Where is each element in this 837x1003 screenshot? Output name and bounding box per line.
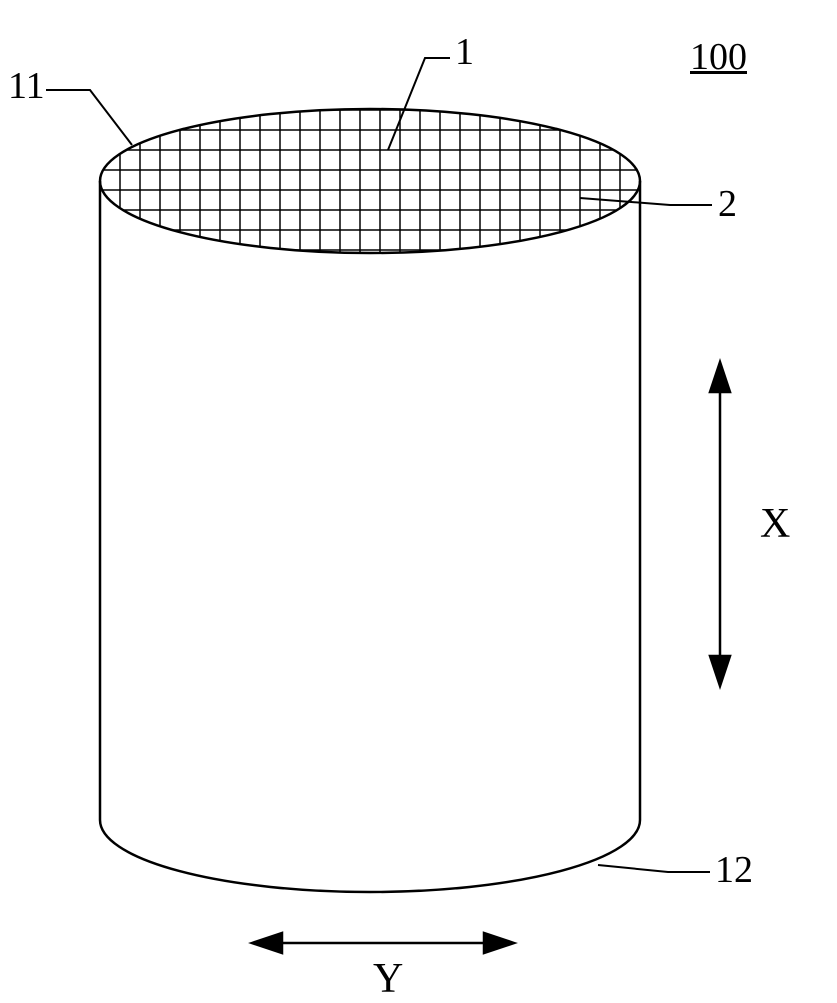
arrow-x (710, 362, 730, 686)
leader-12 (598, 865, 710, 872)
label-11: 11 (8, 64, 45, 108)
label-2: 2 (718, 182, 737, 226)
ref-100: 100 (690, 35, 747, 79)
label-y: Y (373, 955, 403, 1003)
label-12: 12 (715, 848, 753, 892)
label-1: 1 (455, 30, 474, 74)
arrow-y (252, 933, 514, 953)
honeycomb-grid (90, 100, 650, 260)
leader-11 (46, 90, 132, 145)
bottom-ellipse-front (100, 820, 640, 892)
cylinder-diagram (0, 0, 837, 1000)
label-x: X (760, 500, 790, 548)
